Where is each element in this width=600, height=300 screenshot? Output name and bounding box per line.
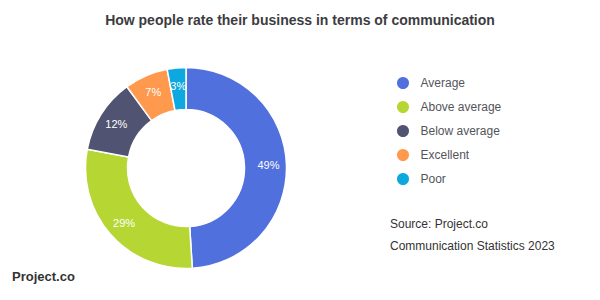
svg-text:Below average: Below average — [421, 124, 501, 138]
svg-text:3%: 3% — [170, 80, 186, 92]
svg-text:Above average: Above average — [421, 100, 502, 114]
svg-text:Communication Statistics 2023: Communication Statistics 2023 — [390, 239, 555, 253]
svg-text:Project.co: Project.co — [12, 269, 75, 284]
svg-text:29%: 29% — [113, 217, 135, 229]
svg-text:Poor: Poor — [421, 172, 446, 186]
svg-text:Source: Project.co: Source: Project.co — [390, 217, 488, 231]
svg-text:12%: 12% — [105, 118, 127, 130]
svg-text:7%: 7% — [145, 86, 161, 98]
svg-text:Average: Average — [421, 76, 466, 90]
svg-text:Excellent: Excellent — [421, 148, 470, 162]
svg-text:49%: 49% — [257, 159, 279, 171]
svg-text:How people rate their business: How people rate their business in terms … — [105, 12, 495, 28]
